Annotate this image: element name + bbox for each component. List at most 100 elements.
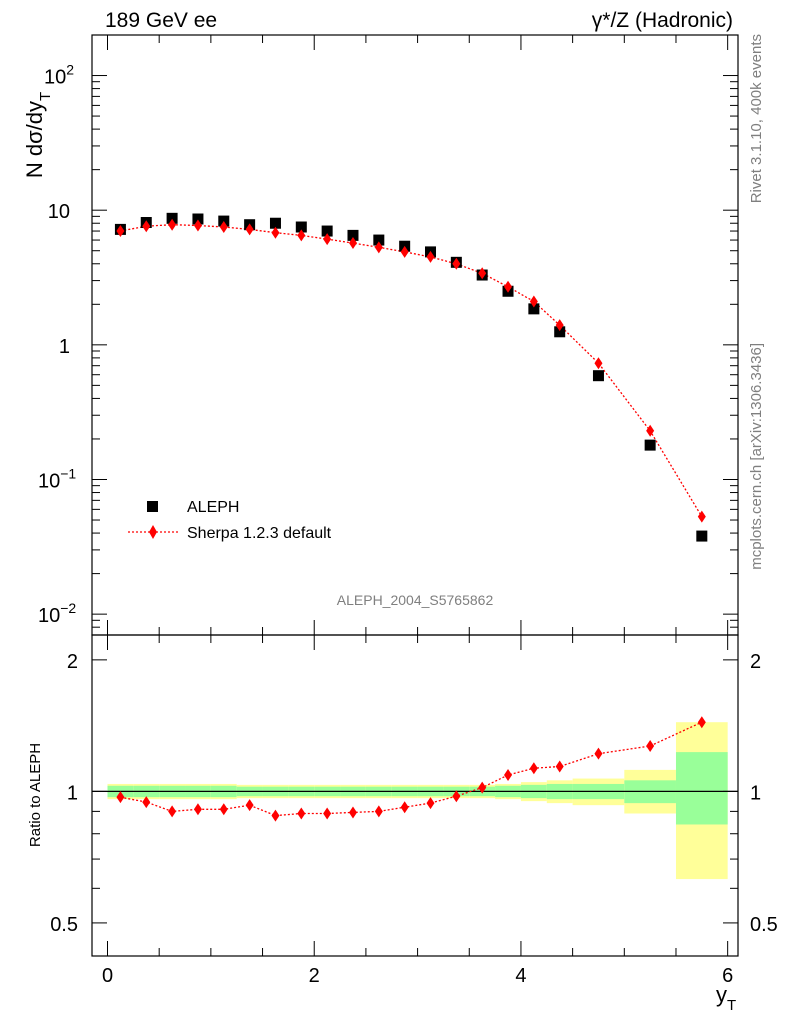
sherpa-ratio-point (594, 747, 603, 760)
sherpa-ratio-point (646, 740, 655, 753)
sherpa-ratio-point (193, 803, 202, 816)
sherpa-ratio-line (120, 721, 703, 817)
aleph-point (347, 229, 359, 241)
svg-text:N dσ/dyT: N dσ/dyT (22, 92, 54, 178)
aleph-point (321, 225, 333, 237)
sherpa-main-point (116, 225, 125, 238)
sherpa-ratio-point (697, 716, 706, 729)
ratio-ytick-label-right: 2 (750, 651, 761, 673)
aleph-point (192, 213, 204, 225)
main-ytick-label: 102 (44, 62, 74, 89)
xtick-label: 4 (515, 965, 526, 987)
ratio-ylabel: Ratio to ALEPH (27, 743, 44, 847)
ratio-ytick-label-right: 0.5 (750, 914, 778, 936)
main-axis-ticks (92, 34, 738, 636)
ratio-frame (91, 634, 739, 957)
sherpa-main-point (426, 250, 435, 263)
aleph-point (373, 234, 385, 246)
main-data-marks (114, 212, 708, 542)
legend: ALEPH Sherpa 1.2.3 default (128, 499, 332, 542)
ratio-band-inner (675, 752, 728, 825)
sherpa-ratio-point (452, 790, 461, 803)
sherpa-main-point (271, 226, 280, 239)
sherpa-main-point (323, 233, 332, 246)
sherpa-ratio-point (555, 760, 564, 773)
sherpa-ratio-point (116, 791, 125, 804)
ratio-data-marks (116, 716, 706, 822)
aleph-point (592, 370, 604, 382)
sherpa-ratio-point (504, 769, 513, 782)
xtick-label: 0 (102, 965, 113, 987)
xtick-label: 2 (309, 965, 320, 987)
main-ylabel-sub: T (37, 92, 54, 101)
sherpa-main-point (400, 245, 409, 258)
sherpa-main-point (168, 218, 177, 231)
legend-label-aleph: ALEPH (187, 499, 239, 516)
legend-marker-aleph (147, 501, 158, 512)
analysis-id-label: ALEPH_2004_S5765862 (337, 592, 494, 608)
ratio-bands (92, 722, 738, 880)
sherpa-main-point (348, 237, 357, 250)
sherpa-main-point (594, 357, 603, 370)
sherpa-main-point (452, 257, 461, 270)
tick-labels: 10−2 10−1 1 10 102 0 2 4 6 0.5 0.5 1 1 2 2 (38, 62, 778, 987)
xlabel-text: y (716, 982, 727, 1007)
sherpa-ratio-point (529, 762, 538, 775)
main-ytick-label: 10 (48, 201, 70, 223)
sherpa-ratio-point (478, 781, 487, 794)
aleph-point (554, 326, 566, 338)
sherpa-ratio-point (374, 805, 383, 818)
sherpa-main-point (646, 424, 655, 437)
sherpa-main-point (297, 229, 306, 242)
aleph-point (166, 212, 178, 224)
sherpa-main-line (120, 224, 703, 517)
main-ylabel: N dσ/dyT (22, 92, 54, 178)
sherpa-ratio-point (426, 797, 435, 810)
sherpa-ratio-point (271, 809, 280, 822)
sherpa-ratio-point (168, 805, 177, 818)
aleph-point (295, 221, 307, 233)
sherpa-ratio-point (400, 801, 409, 814)
main-ylabel-text: N dσ/dy (22, 101, 47, 178)
main-ytick-label: 10−1 (38, 465, 76, 492)
ratio-ytick-label-left: 0.5 (50, 914, 78, 936)
svg-text:yT: yT (716, 982, 736, 1014)
main-ytick-label: 10−2 (38, 600, 76, 627)
sherpa-main-point (219, 221, 228, 234)
xlabel-sub: T (727, 997, 736, 1014)
sherpa-ratio-point (348, 806, 357, 819)
sherpa-ratio-point (323, 807, 332, 820)
ratio-ytick-label-left: 2 (67, 651, 78, 673)
sherpa-main-point (697, 510, 706, 523)
mcplots-label: mcplots.cern.ch [arXiv:1306.3436] (748, 343, 765, 570)
sherpa-main-point (142, 220, 151, 233)
ratio-axis-ticks (92, 635, 738, 956)
sherpa-ratio-point (297, 807, 306, 820)
sherpa-main-point (529, 295, 538, 308)
aleph-point (644, 439, 656, 451)
main-ytick-label: 1 (59, 336, 70, 358)
sherpa-main-point (374, 241, 383, 254)
sherpa-main-point (193, 219, 202, 232)
rivet-version-label: Rivet 3.1.10, 400k events (748, 34, 765, 203)
ratio-ytick-label-right: 1 (750, 782, 761, 804)
sherpa-main-point (245, 223, 254, 236)
sherpa-main-point (555, 319, 564, 332)
sherpa-main-point (504, 280, 513, 293)
header-left-label: 189 GeV ee (105, 9, 217, 32)
legend-marker-sherpa (149, 525, 157, 539)
sherpa-ratio-point (245, 799, 254, 812)
sherpa-main-point (478, 267, 487, 280)
aleph-point (696, 530, 708, 542)
aleph-point (528, 303, 540, 315)
sherpa-ratio-point (142, 796, 151, 809)
ratio-ytick-label-left: 1 (67, 782, 78, 804)
legend-label-sherpa: Sherpa 1.2.3 default (187, 525, 332, 542)
xlabel: yT (716, 982, 736, 1014)
aleph-point (269, 217, 281, 229)
xtick-label: 6 (722, 965, 733, 987)
header-right-label: γ*/Z (Hadronic) (592, 9, 733, 32)
sherpa-ratio-point (219, 803, 228, 816)
main-frame (91, 34, 739, 636)
